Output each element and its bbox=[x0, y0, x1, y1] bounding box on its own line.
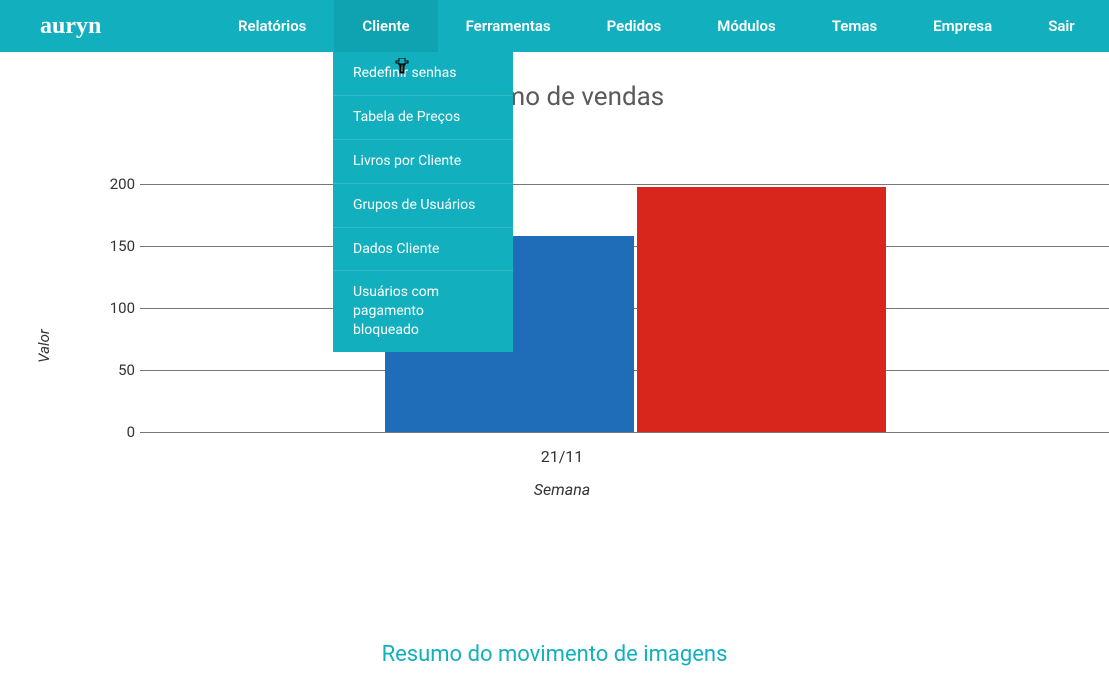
navbar: auryn RelatóriosClienteFerramentasPedido… bbox=[0, 0, 1109, 52]
dropdown-item[interactable]: Usuários com pagamento bloqueado bbox=[333, 271, 513, 352]
cliente-dropdown: Redefinir senhasTabela de PreçosLivros p… bbox=[333, 52, 513, 352]
y-axis-label: Valor bbox=[35, 329, 53, 363]
dropdown-item[interactable]: Livros por Cliente bbox=[333, 140, 513, 184]
y-tick-label: 50 bbox=[100, 361, 135, 379]
content: Resumo de vendas Valor 0 50 100 150 200 21/1… bbox=[0, 52, 1109, 667]
chart-bar bbox=[637, 187, 886, 432]
nav-item-sair[interactable]: Sair bbox=[1020, 0, 1103, 52]
nav-item-relatórios[interactable]: Relatórios bbox=[210, 0, 334, 52]
sales-chart: Valor 0 50 100 150 200 21/11 Semana bbox=[15, 162, 1109, 542]
section-title[interactable]: Resumo do movimento de imagens bbox=[0, 642, 1109, 667]
nav-item-ferramentas[interactable]: Ferramentas bbox=[438, 0, 579, 52]
dropdown-item[interactable]: Dados Cliente bbox=[333, 228, 513, 272]
y-tick-label: 150 bbox=[100, 237, 135, 255]
gridline bbox=[140, 432, 1109, 433]
y-tick-label: 100 bbox=[100, 299, 135, 317]
x-axis-label: Semana bbox=[15, 480, 1109, 499]
x-tick-label: 21/11 bbox=[15, 447, 1109, 466]
dropdown-item[interactable]: Redefinir senhas bbox=[333, 52, 513, 96]
chart-plot-area bbox=[140, 172, 1109, 432]
nav-item-módulos[interactable]: Módulos bbox=[689, 0, 804, 52]
page-title: Resumo de vendas bbox=[0, 82, 1109, 112]
y-tick-label: 0 bbox=[100, 423, 135, 441]
nav-item-empresa[interactable]: Empresa bbox=[905, 0, 1020, 52]
dropdown-item[interactable]: Tabela de Preços bbox=[333, 96, 513, 140]
brand-logo[interactable]: auryn bbox=[0, 0, 210, 52]
y-tick-label: 200 bbox=[100, 175, 135, 193]
dropdown-item[interactable]: Grupos de Usuários bbox=[333, 184, 513, 228]
nav-item-cliente[interactable]: Cliente bbox=[334, 0, 437, 52]
nav-items: RelatóriosClienteFerramentasPedidosMódul… bbox=[210, 0, 1109, 52]
nav-item-temas[interactable]: Temas bbox=[804, 0, 905, 52]
nav-item-pedidos[interactable]: Pedidos bbox=[579, 0, 690, 52]
